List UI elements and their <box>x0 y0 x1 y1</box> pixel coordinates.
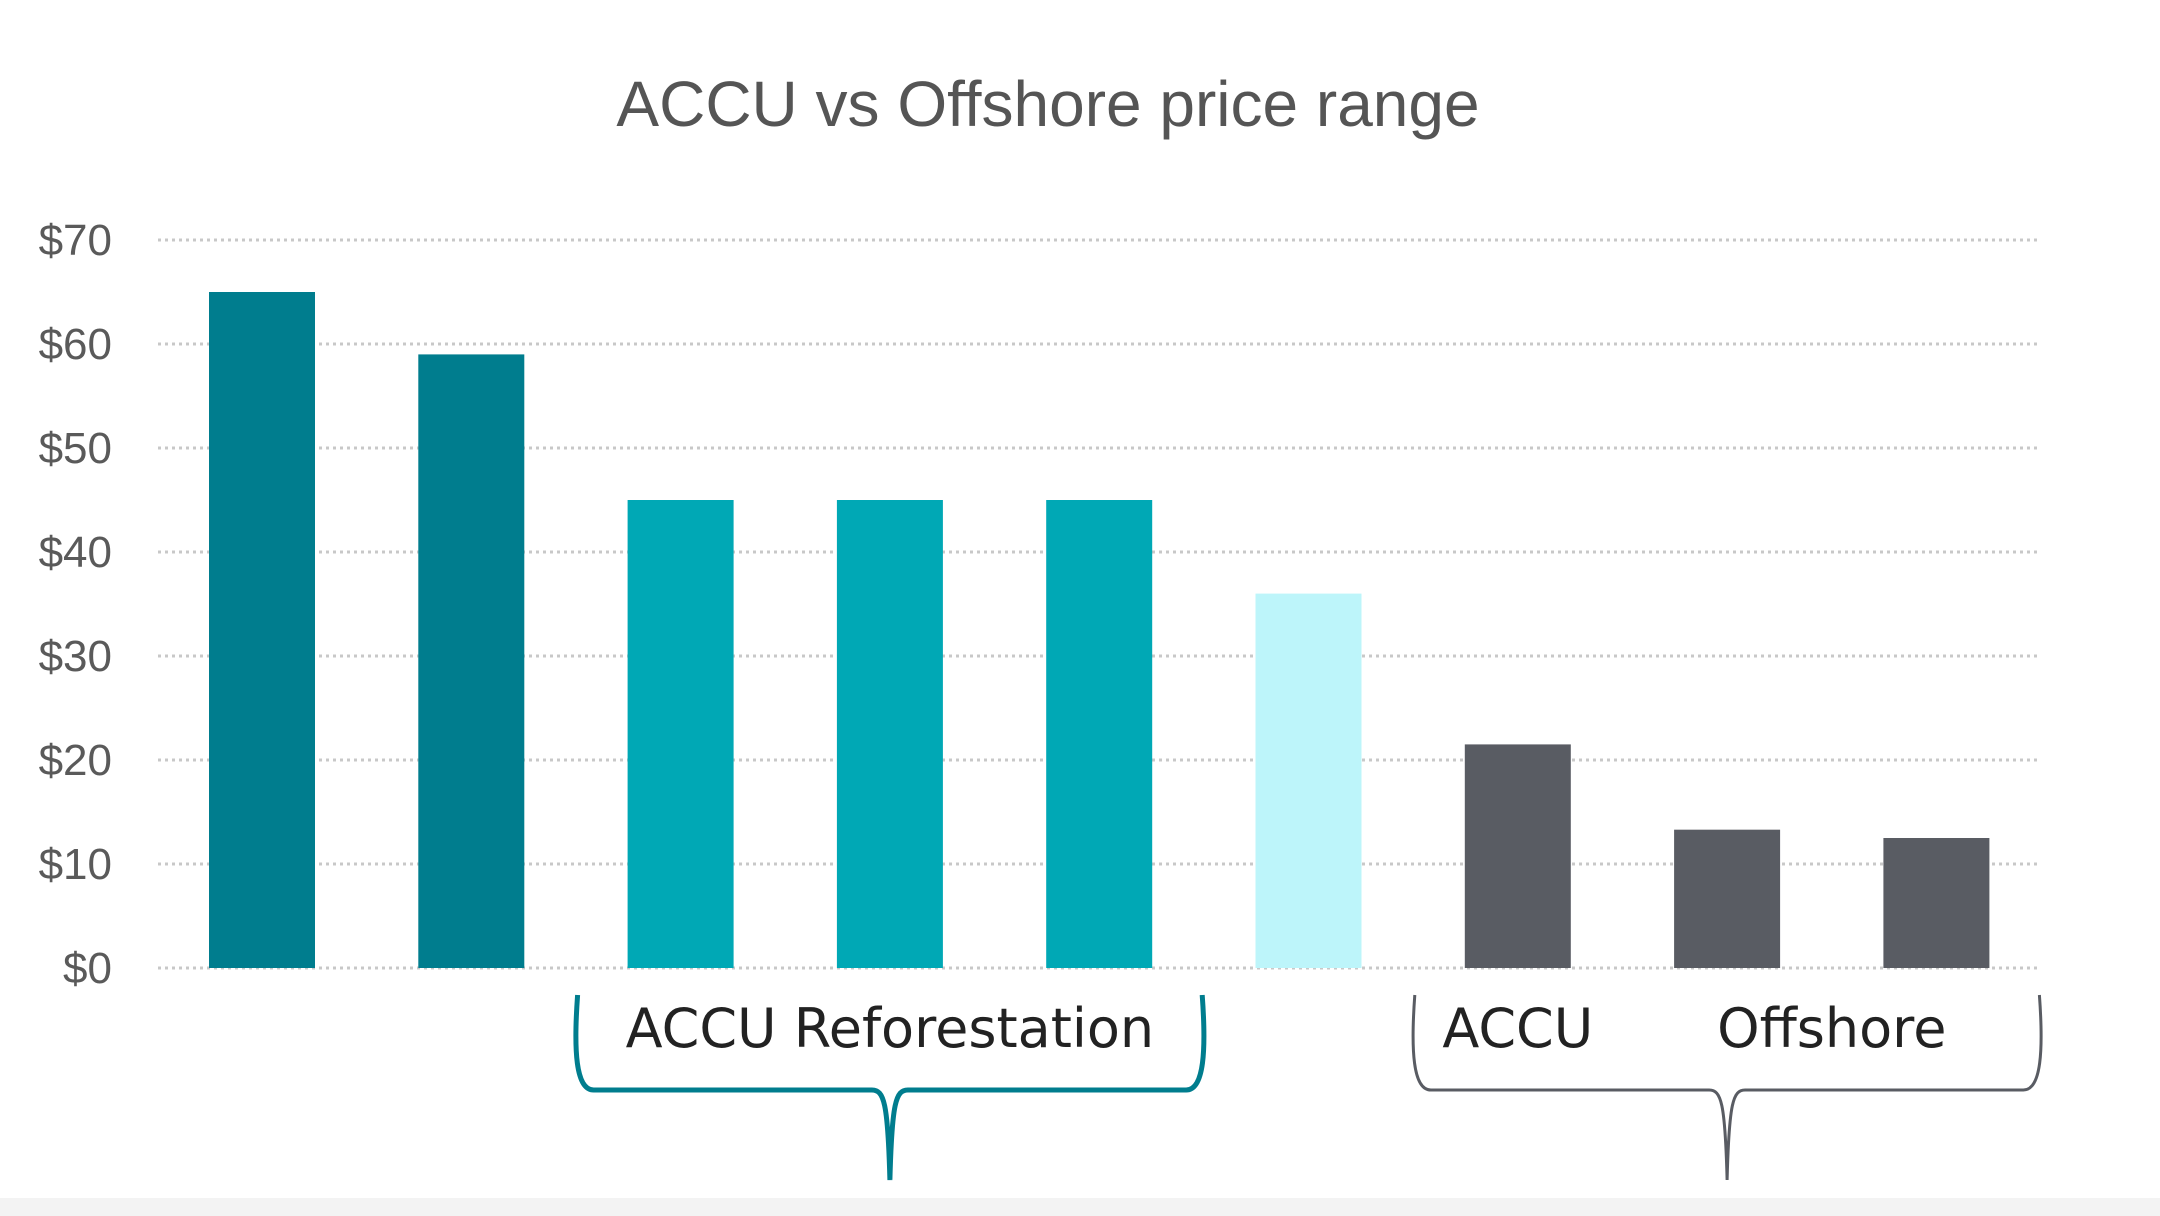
bar <box>1883 838 1990 968</box>
y-tick-label: $10 <box>39 840 112 889</box>
y-tick-label: $70 <box>39 216 112 265</box>
y-tick-label: $0 <box>63 944 112 993</box>
group-bracket <box>573 994 1207 1181</box>
y-axis-tick-labels: $0 $10 $20 $30 $40 $50 $60 $70 <box>39 216 112 993</box>
bar <box>1674 829 1781 968</box>
y-tick-label: $60 <box>39 320 112 369</box>
bar <box>1255 593 1362 968</box>
bar <box>836 500 943 968</box>
bar <box>1464 744 1571 968</box>
y-tick-label: $40 <box>39 528 112 577</box>
y-tick-label: $30 <box>39 632 112 681</box>
group-brackets <box>573 994 2043 1181</box>
bar <box>209 292 315 968</box>
group-label: Offshore <box>1717 997 1946 1060</box>
group-label: ACCU <box>1442 997 1593 1060</box>
bars <box>209 292 1990 968</box>
bottom-band <box>0 1198 2160 1216</box>
y-tick-label: $50 <box>39 424 112 473</box>
bar <box>627 500 734 968</box>
chart-title: ACCU vs Offshore price range <box>616 68 1479 140</box>
group-bracket <box>1411 994 2043 1181</box>
y-tick-label: $20 <box>39 736 112 785</box>
bar <box>1046 500 1153 968</box>
group-label: ACCU Reforestation <box>626 997 1155 1060</box>
group-labels: ACCU Reforestation ACCU Offshore <box>626 997 1947 1060</box>
bar <box>418 354 525 968</box>
